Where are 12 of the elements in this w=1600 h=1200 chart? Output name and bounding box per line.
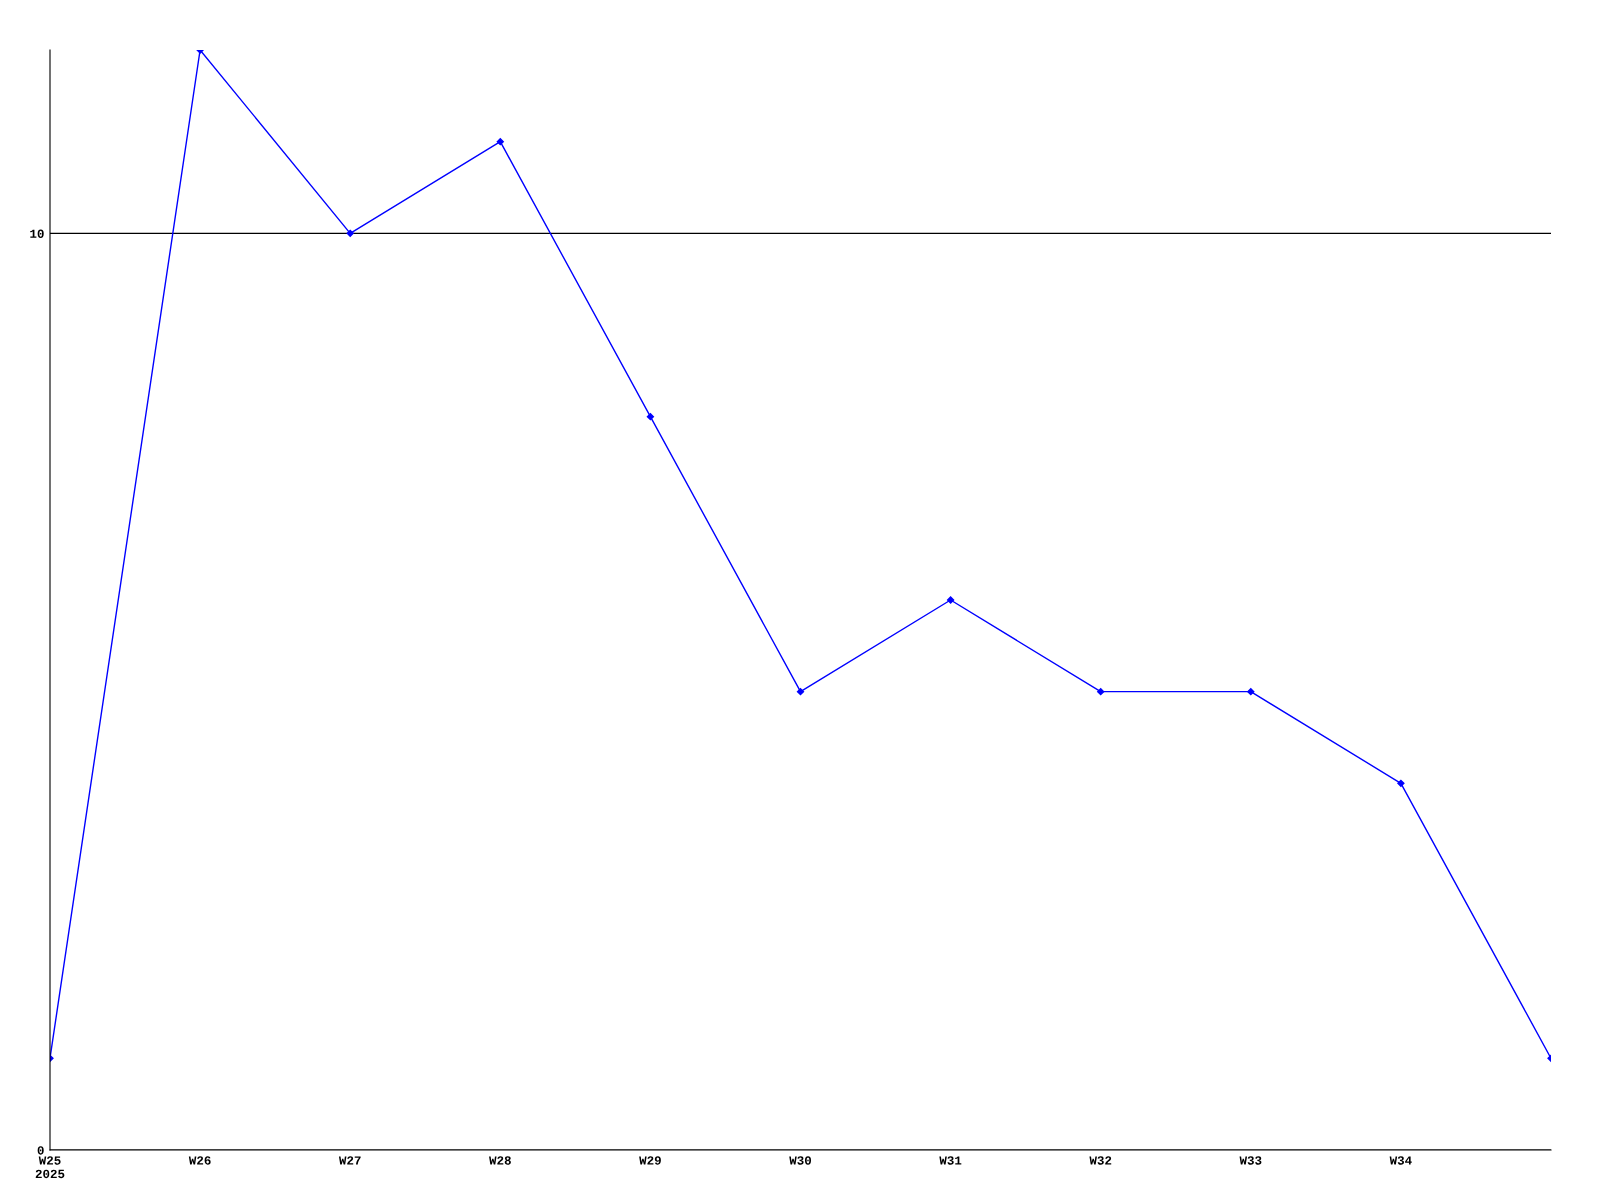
y-tick-label: 10 [30,229,44,238]
x-tick-label: W26 [188,1156,211,1165]
x-tick-label: W25 2025 [35,1156,65,1179]
x-tick-label: W33 [1239,1156,1262,1165]
y-tick-label: 0 [37,1146,44,1155]
x-tick-label: W29 [639,1156,661,1165]
x-tick-label: W32 [1089,1156,1112,1165]
x-tick-label: W30 [789,1156,812,1165]
x-tick-label: W31 [939,1156,962,1165]
x-tick-label: W27 [338,1156,361,1165]
x-tick-label: W34 [1389,1156,1412,1165]
x-tick-label: W28 [489,1156,511,1165]
